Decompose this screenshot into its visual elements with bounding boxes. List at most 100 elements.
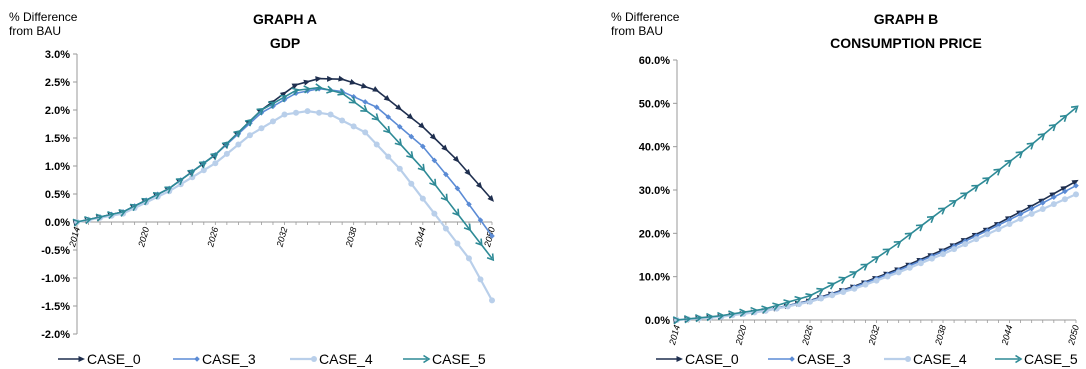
graph-b-point — [982, 177, 991, 185]
graph-b-point — [895, 269, 902, 276]
graph-a-x-tick-label: 2032 — [274, 226, 289, 249]
graph-a-point — [118, 209, 127, 217]
graph-b-line-case-0 — [676, 180, 1077, 321]
graph-b-point — [1026, 142, 1035, 150]
graph-a-point — [338, 75, 346, 82]
graph-b-legend-label: CASE_4 — [913, 351, 967, 367]
graph-a-y-axis-title: % Difference from BAU — [9, 10, 78, 38]
graph-a-point — [350, 123, 357, 130]
graph-b-point — [1049, 192, 1057, 199]
graph-a-point — [373, 141, 380, 148]
graph-a-point — [223, 150, 230, 157]
graph-a-y-tick-label: 2.0% — [45, 105, 70, 117]
graph-b-x-tick-label: 2032 — [866, 324, 881, 347]
graph-a-point — [475, 181, 483, 189]
graph-b-point — [971, 184, 980, 192]
graph-a-series-case-5 — [72, 83, 495, 262]
graph-a-point — [303, 79, 311, 86]
graph-a-point — [489, 233, 495, 239]
graph-a-legend-label: CASE_4 — [319, 351, 373, 367]
graph-a-x-tick-label: 2026 — [205, 226, 220, 249]
graph-a-point — [235, 141, 242, 148]
graph-a-y-tick-label: 1.0% — [45, 161, 70, 173]
graph-a-point — [349, 79, 357, 85]
graph-b-point — [706, 312, 714, 322]
graph-a-point — [477, 217, 484, 223]
graph-b-point — [860, 263, 869, 271]
graph-b-point — [827, 282, 836, 290]
graph-b-point — [1006, 221, 1013, 228]
graph-b-point — [1015, 151, 1024, 159]
graph-a-point — [189, 174, 196, 181]
graph-a-point — [465, 255, 472, 262]
graph-a-point — [246, 132, 253, 139]
graph-b-point — [750, 306, 759, 316]
graph-a-legend-item-case-0: CASE_0 — [58, 351, 141, 367]
graph-a-chart: 3.0% 2.5% 2.0% 1.5% 1.0% 0.5% 0.0% -0.5% -1.0% -1… — [41, 49, 497, 367]
graph-b-y-tick-label: 30.0% — [639, 185, 670, 197]
graph-b-title-line1: GRAPH B — [873, 11, 939, 27]
graph-b-point — [928, 255, 935, 262]
graph-b-line-case-5 — [676, 107, 1077, 321]
graph-a-point — [362, 99, 368, 105]
graph-b-point — [1039, 205, 1046, 212]
graph-a-point — [360, 82, 369, 89]
graph-b-point — [717, 311, 725, 321]
graph-b-point — [816, 287, 825, 296]
graph-a-point — [212, 160, 219, 167]
graph-a-point — [314, 83, 323, 92]
graph-b-point — [794, 295, 803, 304]
graph-b-x-tick-label: 2014 — [667, 324, 682, 347]
graph-a-point — [431, 210, 438, 217]
graph-b-panel: % Difference from BAU GRAPH B CONSUMPTIO… — [543, 0, 1086, 369]
graph-b-x-tick-label: 2020 — [733, 324, 748, 347]
graph-a-y-tick-label: -1.0% — [41, 273, 70, 285]
graph-a-point — [429, 178, 437, 187]
graph-b-point — [984, 231, 991, 238]
graph-a-point — [327, 111, 334, 118]
graph-a-point — [406, 151, 414, 159]
graph-a-point — [244, 118, 253, 127]
graph-a-point — [256, 107, 265, 116]
graph-b-point — [1048, 123, 1057, 132]
graph-b-point — [772, 302, 781, 311]
graph-b-point — [962, 241, 969, 248]
graph-b-point — [805, 293, 814, 301]
graph-b-y-tick-label: 60.0% — [639, 55, 670, 67]
graph-b-point — [840, 289, 847, 296]
graph-a-point — [463, 223, 472, 232]
graph-b-point — [873, 277, 880, 284]
graph-a-y-tick-label: 1.5% — [45, 133, 70, 145]
graph-b-point — [1073, 191, 1079, 198]
graph-b-legend-item-case-3: CASE_3 — [768, 351, 851, 367]
graph-a-point — [291, 83, 299, 90]
graph-b-y-tick-label: 0.0% — [645, 315, 670, 327]
graph-a-point — [408, 133, 415, 140]
graph-b-point — [838, 276, 847, 284]
graph-a-point — [443, 171, 449, 178]
graph-b-point — [915, 224, 924, 232]
graph-b-legend-label: CASE_0 — [685, 351, 739, 367]
graph-b-point — [773, 305, 780, 312]
graph-b-point — [739, 308, 747, 317]
graph-a-point — [291, 87, 300, 96]
graph-a-point — [454, 240, 461, 247]
graph-a-point — [442, 225, 449, 232]
graph-a-point — [258, 125, 265, 132]
graph-a-y-tick-label: -1.5% — [41, 301, 70, 313]
graph-a-point — [175, 177, 184, 186]
graph-a-point — [279, 94, 288, 103]
graph-b-chart: 60.0% 50.0% 40.0% 30.0% 20.0% 10.0% 0.0%2014 20… — [639, 55, 1081, 367]
graph-b-series-case-3 — [674, 182, 1079, 323]
graph-b-point — [1028, 210, 1035, 217]
graph-b-point — [882, 248, 891, 256]
graph-a-point — [233, 129, 241, 138]
graph-a-point — [279, 91, 287, 98]
graph-a-point — [440, 193, 449, 202]
graph-a-point — [95, 213, 104, 222]
graph-a-point — [210, 152, 218, 160]
graph-a-point — [475, 238, 483, 247]
graph-a-point — [164, 186, 173, 194]
graph-a-point — [337, 88, 346, 96]
graph-a-point — [406, 113, 414, 120]
